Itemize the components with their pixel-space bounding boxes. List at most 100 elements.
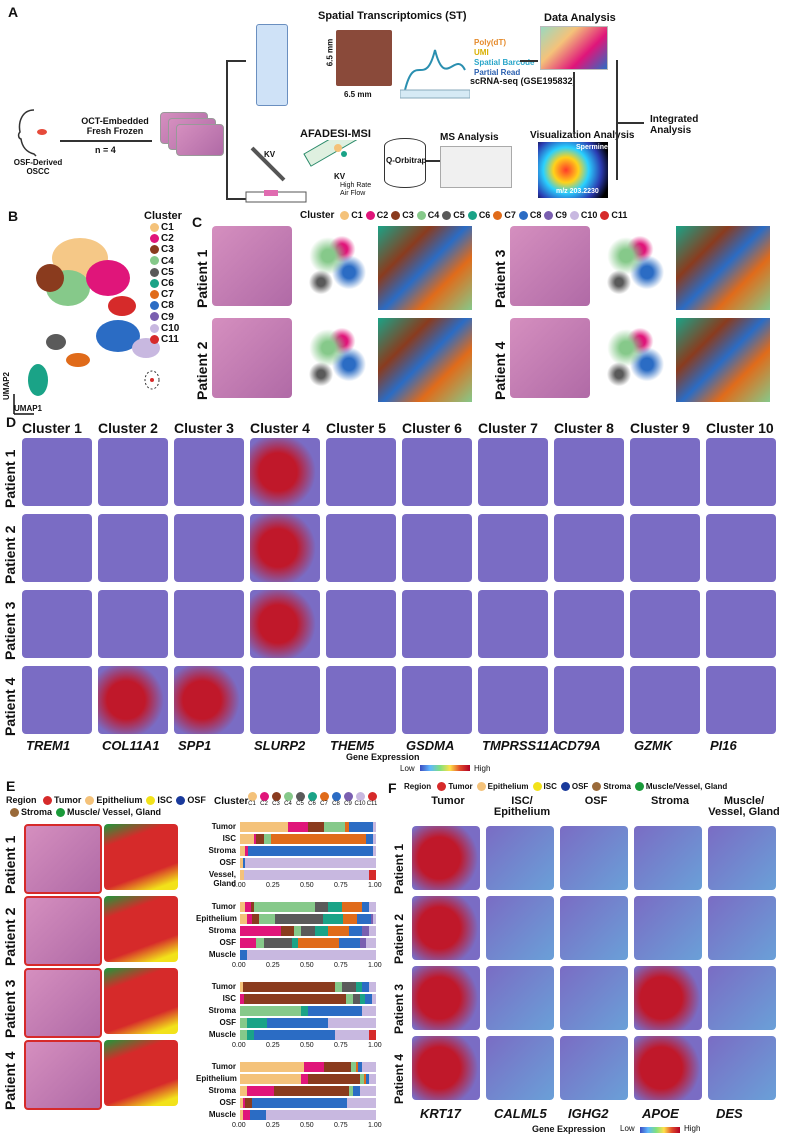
expression-map	[174, 590, 244, 658]
panel-label-b: B	[8, 208, 19, 224]
cluster-dot-icon	[271, 792, 281, 801]
axis-tick-label: 0.00	[232, 1042, 246, 1049]
bar-segment	[369, 870, 376, 880]
cluster-spatial-map	[676, 226, 770, 310]
bar-segment	[242, 1110, 250, 1120]
panel-label-f: F	[388, 780, 397, 796]
cluster-dot-label: C3	[272, 801, 280, 807]
cluster-dot-label: C2	[260, 801, 268, 807]
branch-top	[226, 60, 246, 62]
axis-tick-label: 1.00	[368, 1122, 382, 1129]
region-legend-label: OSF	[571, 782, 589, 791]
patient-label: OSF-Derived OSCC	[13, 158, 63, 176]
bar-segment	[240, 822, 288, 832]
bar-segment	[362, 926, 370, 936]
cluster-legend-label: C11	[161, 334, 179, 346]
region-annotated-he	[24, 1040, 102, 1110]
kv-label-1: KV	[264, 150, 276, 159]
expression-map	[250, 590, 320, 658]
region-map	[104, 896, 178, 962]
bar-segment	[369, 926, 376, 936]
stacked-bar	[240, 902, 376, 912]
bar-segment	[343, 914, 357, 924]
bar-segment	[240, 902, 246, 912]
panel-label-e: E	[6, 778, 16, 794]
bar-segment	[245, 902, 251, 912]
cluster-header: Cluster 2	[98, 420, 158, 436]
bar-segment	[303, 1062, 325, 1072]
region-legend-f: Region Tumor Epithelium ISC OSF Stroma Muscle…	[404, 782, 727, 792]
bar-segment	[328, 1018, 376, 1028]
region-dot-icon	[532, 782, 542, 792]
gene-label-d: TMPRSS11A	[482, 738, 560, 753]
cluster-legend-label: C5	[161, 266, 174, 278]
axis-tick-label: 0.75	[334, 962, 348, 969]
bar-segment	[240, 846, 246, 856]
cluster-dot-icon	[544, 210, 554, 220]
bar-segment	[246, 914, 253, 924]
cluster-legend-c-title: Cluster	[300, 210, 335, 221]
bar-category-label: OSF	[219, 858, 236, 867]
region-dot-icon	[176, 796, 186, 806]
umap-thumbnail	[300, 236, 370, 302]
integrate-arrow	[616, 122, 644, 124]
bar-segment	[347, 1098, 376, 1108]
integrate-line	[616, 60, 618, 180]
branch-bottom	[226, 198, 246, 200]
spermine-label: Spermine	[576, 144, 608, 151]
expression-map-f	[486, 826, 554, 890]
gene-label-d: SLURP2	[254, 738, 306, 753]
bar-segment	[294, 926, 302, 936]
region-legend-e: Region Tumor Epithelium ISC OSF Stroma Muscle…	[6, 794, 206, 818]
cluster-dot-item: C7	[318, 792, 330, 807]
bar-segment	[359, 1086, 376, 1096]
bar-segment	[246, 1018, 268, 1028]
cluster-dot-icon	[150, 267, 159, 277]
expression-map	[326, 514, 396, 582]
region-legend-label: ISC	[157, 795, 173, 805]
region-dot-icon	[437, 782, 447, 792]
bar-segment	[240, 994, 245, 1004]
bar-segment	[341, 902, 363, 912]
patient-label-d: Patient 4	[2, 677, 18, 736]
cluster-header: Cluster 4	[250, 420, 310, 436]
axis-tick-label: 1.00	[368, 1042, 382, 1049]
expression-map	[22, 438, 92, 506]
bar-segment	[240, 1018, 247, 1028]
bar-segment	[240, 1006, 302, 1016]
expression-map	[174, 514, 244, 582]
cluster-title-e: Cluster	[214, 796, 249, 807]
expression-map	[98, 590, 168, 658]
stacked-bar	[240, 870, 376, 880]
expression-map	[402, 514, 472, 582]
oct-label: OCT-Embedded Fresh Frozen	[81, 116, 149, 136]
cluster-dot-label: C11	[366, 801, 378, 807]
bar-segment	[373, 822, 376, 832]
bar-segment	[359, 994, 366, 1004]
cluster-dot-label: C4	[284, 801, 292, 807]
cluster-dot-icon	[150, 334, 159, 344]
bar-segment	[324, 822, 345, 832]
stacked-bar	[240, 1086, 376, 1096]
cluster-dot-icon	[442, 210, 452, 220]
ms-analysis-label: MS Analysis	[440, 132, 499, 143]
expression-map	[630, 438, 700, 506]
cluster-legend-label: C4	[427, 210, 440, 220]
cluster-legend-label: C9	[555, 210, 567, 220]
column-header-f: Stroma	[651, 795, 689, 807]
axis-tick-label: 0.00	[232, 1122, 246, 1129]
msi-illustration	[245, 140, 364, 203]
cluster-dot-icon	[416, 210, 426, 220]
bar-segment	[373, 846, 376, 856]
expression-map	[478, 438, 548, 506]
bar-segment	[291, 938, 299, 948]
cluster-legend-label: C11	[611, 210, 628, 220]
cluster-legend-title: Cluster	[144, 210, 182, 222]
stacked-bar	[240, 994, 376, 1004]
stacked-bar	[240, 1110, 376, 1120]
probe-partial-read: Partial Read	[474, 68, 521, 77]
cluster-legend: C1 C2 C3 C4 C5 C6 C7 C8 C9 C10 C11	[150, 222, 179, 345]
cluster-header: Cluster 9	[630, 420, 690, 436]
bar-segment	[348, 822, 374, 832]
region-map	[104, 1040, 178, 1106]
